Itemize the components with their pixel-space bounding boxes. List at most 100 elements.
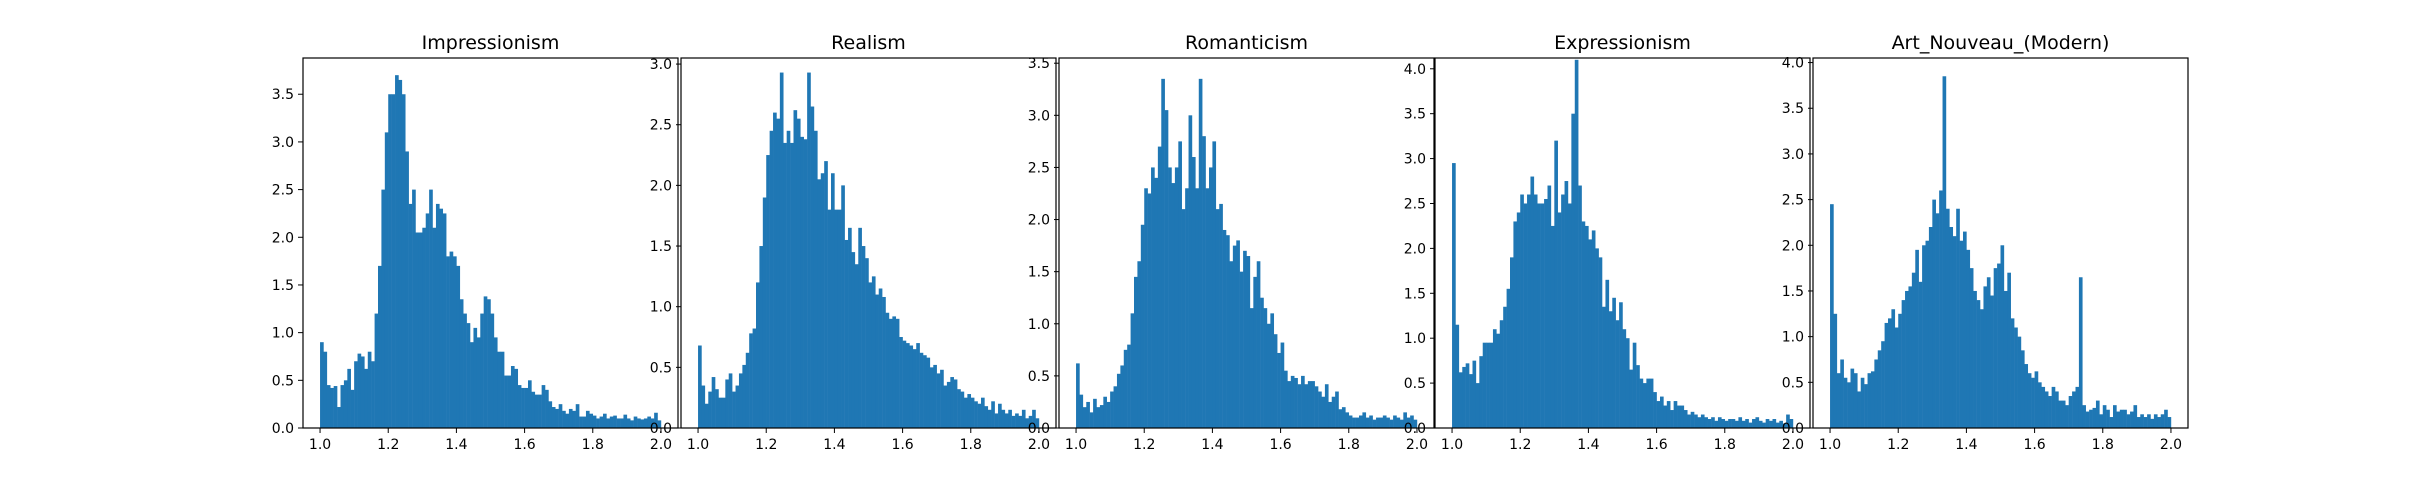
histogram-bar: [1833, 313, 1838, 428]
histogram-bar: [572, 410, 576, 428]
histogram-bar: [1280, 342, 1285, 428]
histogram-bar: [1266, 323, 1271, 428]
histogram-bar: [1550, 225, 1555, 428]
histogram-bar: [350, 389, 355, 428]
histogram-bar: [895, 318, 900, 428]
histogram-bar: [599, 416, 604, 428]
histogram-bar: [1386, 417, 1390, 428]
histogram-bar: [1540, 203, 1545, 428]
histogram-bar: [1273, 334, 1278, 428]
histogram-bar: [1089, 412, 1094, 428]
histogram-bar: [1700, 414, 1705, 428]
histogram-bar: [851, 252, 856, 428]
histogram-bar: [1178, 141, 1182, 428]
histogram-bar: [2119, 409, 2124, 428]
histogram-bar: [902, 340, 907, 428]
histogram-bar: [1341, 407, 1346, 428]
y-tick-label: 0.5: [1782, 375, 1804, 391]
histogram-bar: [623, 414, 628, 428]
histogram-bar: [793, 110, 798, 428]
histogram-bar: [1212, 141, 1217, 428]
histogram-bar: [2140, 414, 2144, 428]
histogram-bars: [1452, 59, 1794, 429]
histogram-bar: [1103, 396, 1107, 428]
histogram-bar: [1755, 417, 1760, 428]
histogram-bar: [1338, 409, 1343, 428]
histogram-bar: [616, 418, 621, 428]
histogram-bar: [749, 333, 753, 428]
histogram-bar: [1345, 412, 1350, 428]
histogram-bar: [330, 387, 334, 428]
histogram-bar: [579, 416, 583, 428]
histogram-bar: [432, 227, 437, 428]
histogram-bar: [1656, 401, 1661, 428]
histogram-bar: [568, 408, 573, 428]
x-tick-label: 1.6: [1645, 437, 1667, 453]
histogram-bar: [984, 406, 989, 428]
histogram-bar: [2099, 414, 2104, 428]
y-tick-label: 2.5: [650, 118, 672, 134]
histogram-bar: [1369, 415, 1373, 428]
histogram-bar: [715, 389, 719, 428]
histogram-bar: [1510, 257, 1514, 428]
x-tick-label: 1.8: [960, 437, 982, 453]
histogram-bar: [524, 387, 529, 428]
x-tick-label: 1.6: [1269, 437, 1291, 453]
histogram-bars: [698, 72, 1040, 429]
histogram-bar: [1653, 392, 1657, 428]
histogram-bar: [1226, 235, 1230, 428]
histogram-bar: [728, 373, 733, 428]
histogram-bar: [1745, 419, 1749, 428]
histogram-bar: [643, 418, 648, 428]
histogram-bar: [531, 391, 536, 428]
y-tick-label: 2.0: [1782, 238, 1804, 254]
histogram-bar: [1123, 349, 1128, 428]
histogram-bar: [514, 368, 519, 428]
histogram-bar: [1874, 359, 1879, 428]
histogram-bar: [633, 416, 638, 428]
histogram-bar: [916, 343, 920, 428]
histogram-bar: [725, 379, 729, 428]
histogram-bar: [395, 75, 399, 428]
histogram-bar: [1850, 368, 1855, 428]
y-tick-label: 0.0: [1782, 421, 1804, 437]
histogram-bar: [357, 353, 362, 428]
histogram-bar: [1537, 203, 1541, 428]
histogram-bar: [1452, 163, 1456, 428]
histogram-bar: [500, 351, 505, 428]
histogram-bar: [1134, 276, 1138, 428]
histogram-bar: [562, 410, 566, 428]
histogram-bar: [861, 246, 866, 428]
y-tick-label: 2.0: [650, 178, 672, 194]
histogram-bar: [1324, 384, 1329, 428]
histogram-bar: [1284, 370, 1288, 428]
histogram-bar: [1697, 417, 1702, 428]
histogram-bar: [1533, 194, 1538, 428]
histogram-bar: [970, 397, 975, 428]
histogram-bar: [865, 258, 869, 428]
histogram-bar: [1997, 263, 2001, 428]
histogram-bar: [367, 351, 372, 428]
histogram-bar: [657, 420, 662, 428]
histogram-bar: [718, 397, 723, 428]
histogram-bar: [1853, 373, 1858, 428]
histogram-bar: [1372, 419, 1377, 428]
histogram-bar: [1629, 369, 1633, 428]
histogram-bar: [1769, 420, 1773, 428]
histogram-bar: [711, 377, 716, 428]
histogram-bar: [1786, 414, 1790, 428]
histogram-bar: [654, 412, 658, 428]
histogram-bar: [796, 118, 801, 429]
histogram-bar: [1004, 413, 1009, 428]
histogram-bar: [1663, 405, 1668, 428]
histogram-bar: [320, 342, 324, 428]
histogram-bar: [929, 367, 934, 428]
histogram-bar: [1458, 372, 1463, 428]
histogram-bar: [1205, 188, 1210, 428]
histogram-bar: [974, 401, 978, 428]
histogram-bar: [1096, 407, 1101, 428]
x-tick-label: 1.8: [1338, 437, 1360, 453]
histogram-bar: [630, 420, 634, 428]
subplot-expressionism: Expressionism 1.0 1.2 1.4 1.6 1.8 2.00.00.51.…: [1404, 32, 1811, 453]
histogram-bar: [813, 130, 818, 429]
